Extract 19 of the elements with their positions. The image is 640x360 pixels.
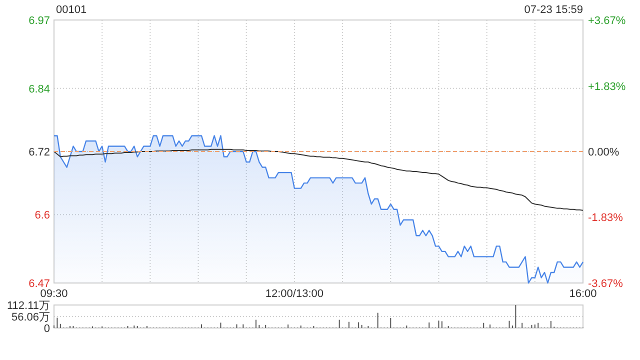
y-tick-label: 6.84 xyxy=(28,83,50,96)
y-tick-label: 6.6 xyxy=(34,210,50,222)
text: 07-23 15:59 xyxy=(524,4,583,16)
y2-tick-label: -3.67% xyxy=(588,278,624,290)
line-series xyxy=(54,148,584,211)
y-tick-label: 6.72 xyxy=(28,146,50,158)
x-tick-label: 09:30 xyxy=(40,288,68,300)
y2-tick-label: +3.67% xyxy=(588,15,626,27)
y2-tick-label: 0.00% xyxy=(588,146,620,158)
y-tick-label: 112.11万 xyxy=(6,300,50,312)
y-tick-label: 6.47 xyxy=(28,278,50,290)
chart-title: 00101 xyxy=(56,4,87,16)
y-tick-label: 56.06万 xyxy=(11,312,50,324)
y2-tick-label: -1.83% xyxy=(588,212,624,224)
x-tick-label: 12:00/13:00 xyxy=(265,288,324,300)
y2-tick-label: +1.83% xyxy=(588,80,626,93)
y-tick-label: 0 xyxy=(44,323,50,335)
y-tick-label: 6.97 xyxy=(28,15,50,27)
x-tick-label: 16:00 xyxy=(569,288,597,300)
